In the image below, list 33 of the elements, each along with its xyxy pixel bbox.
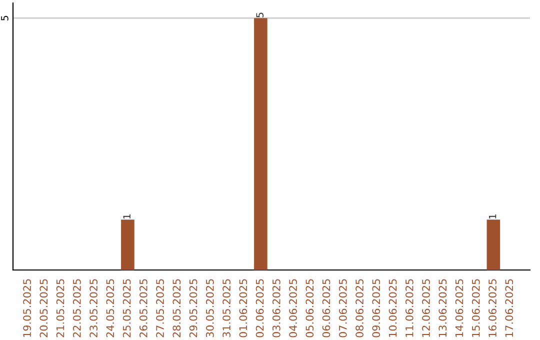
x-tick-label: 05.06.2025 [306,279,314,338]
x-tick-label: 03.06.2025 [272,279,280,338]
x-tick-label: 30.05.2025 [206,279,214,338]
x-tick-label: 09.06.2025 [372,279,380,338]
x-tick-label: 28.05.2025 [172,279,181,338]
x-tick-label: 06.06.2025 [322,279,330,338]
x-tick-label: 01.06.2025 [239,279,248,338]
x-tick-label: 27.05.2025 [156,279,164,338]
x-tick-label: 17.06.2025 [505,279,514,337]
x-tick-label: 12.06.2025 [422,279,430,337]
x-tick-label: 22.05.2025 [72,279,81,338]
data-label: 1 [123,214,130,219]
x-tick-label: 16.06.2025 [488,279,496,337]
x-tick-label: 15.06.2025 [472,279,480,337]
x-tick-label: 21.05.2025 [56,279,64,338]
x-tick-label: 11.06.2025 [405,279,414,337]
x-tick-label: 26.05.2025 [139,279,148,338]
x-tick-label: 20.05.2025 [40,279,48,338]
x-tick-label: 25.05.2025 [122,279,131,338]
x-tick-label: 23.05.2025 [90,279,98,338]
data-label: 5 [256,12,264,18]
x-tick-label: 04.06.2025 [289,279,297,338]
x-tick-label: 10.06.2025 [388,279,397,337]
x-tick-label: 07.06.2025 [338,279,347,338]
x-tick-label: 14.06.2025 [455,279,464,337]
x-tick-label: 02.06.2025 [256,279,264,338]
x-tick-label: 08.06.2025 [356,279,364,338]
x-tick-label: 13.06.2025 [438,279,447,337]
x-tick-label: 19.05.2025 [23,279,31,337]
data-label: 1 [489,214,496,219]
x-tick-label: 29.05.2025 [189,279,198,338]
x-tick-label: 24.05.2025 [106,279,114,338]
x-tick-label: 31.05.2025 [222,279,230,338]
